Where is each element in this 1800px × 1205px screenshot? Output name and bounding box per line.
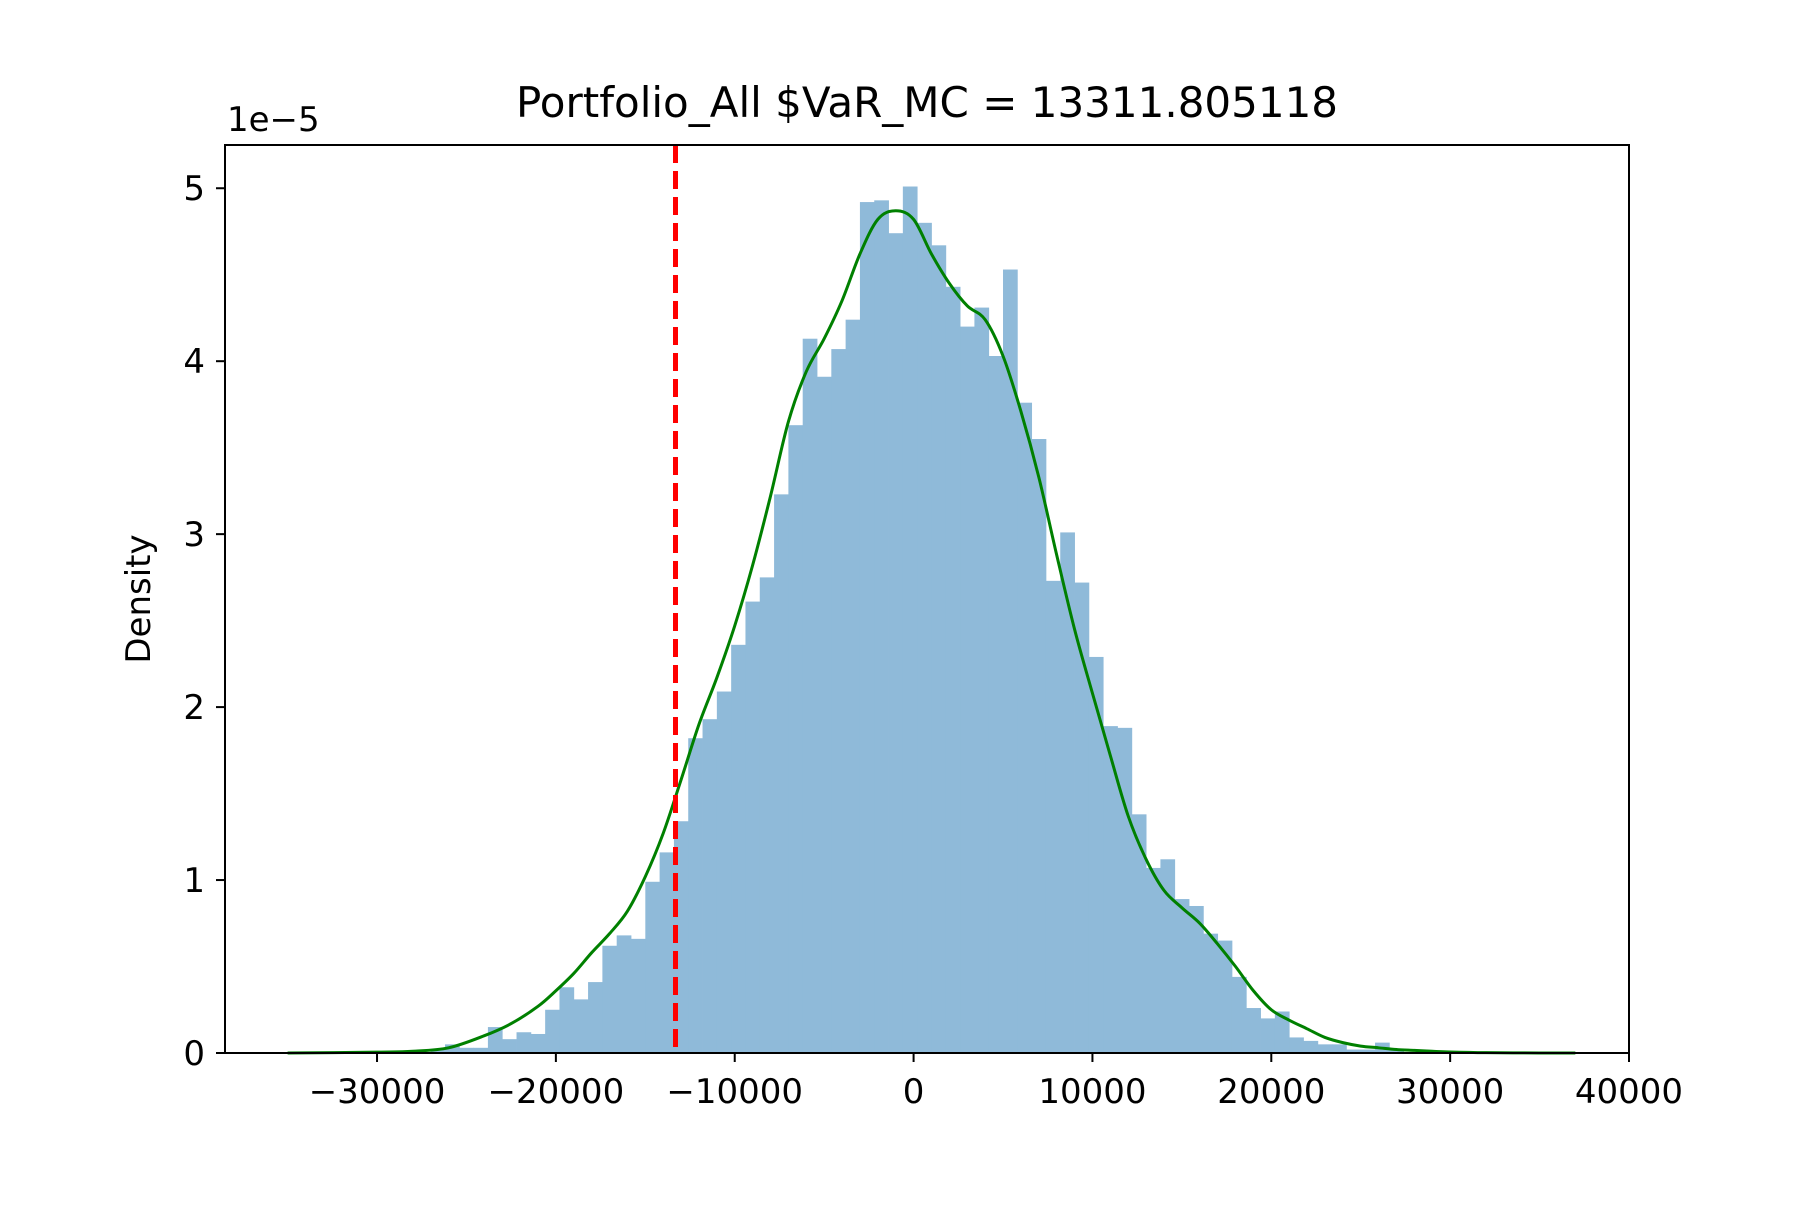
histogram-bar bbox=[859, 202, 875, 1053]
histogram-bar bbox=[945, 286, 961, 1053]
histogram-bar bbox=[545, 1009, 560, 1053]
x-tick-label: 30000 bbox=[1396, 1072, 1504, 1112]
histogram-bar bbox=[1260, 1018, 1276, 1053]
x-tick-label: 20000 bbox=[1217, 1072, 1325, 1112]
histogram-bar bbox=[645, 881, 661, 1053]
histogram-bar bbox=[631, 938, 646, 1053]
histogram-bar bbox=[1045, 580, 1061, 1053]
histogram-bar bbox=[1017, 402, 1033, 1053]
y-tick-label: 4 bbox=[183, 342, 205, 382]
histogram-bar bbox=[1117, 727, 1133, 1053]
histogram-bar bbox=[802, 338, 818, 1054]
histogram-bar bbox=[659, 852, 675, 1053]
histogram-bar bbox=[1060, 532, 1075, 1053]
histogram-bar bbox=[1031, 439, 1047, 1053]
histogram-bar bbox=[1174, 899, 1190, 1053]
histogram-bar bbox=[616, 935, 632, 1053]
y-axis-ticks: 0 1 2 3 4 5 bbox=[183, 169, 225, 1074]
histogram-bar bbox=[588, 982, 603, 1053]
histogram-bar bbox=[1231, 976, 1247, 1053]
histogram-bar bbox=[516, 1032, 532, 1053]
histogram-bar bbox=[931, 245, 947, 1053]
histogram-bars bbox=[287, 186, 1576, 1054]
y-axis-label: Density bbox=[119, 534, 159, 663]
kde-curve bbox=[287, 209, 1576, 1055]
histogram-bar bbox=[1203, 933, 1219, 1053]
histogram-bar bbox=[788, 425, 804, 1053]
histogram-bar bbox=[902, 186, 918, 1053]
histogram-bar bbox=[817, 376, 832, 1053]
y-axis-offset-label: 1e−5 bbox=[227, 100, 320, 140]
x-tick-label: −10000 bbox=[666, 1072, 803, 1112]
y-tick-label: 1 bbox=[183, 861, 205, 901]
histogram-bar bbox=[1131, 814, 1147, 1053]
axes-frame bbox=[224, 144, 1630, 1054]
histogram-bar bbox=[731, 644, 746, 1053]
histogram-bar bbox=[559, 987, 575, 1053]
x-tick-label: 10000 bbox=[1038, 1072, 1146, 1112]
histogram-bar bbox=[473, 1047, 489, 1053]
kde-curve-layer bbox=[287, 209, 1576, 1055]
x-axis-ticks: −30000 −20000 −10000 0 10000 20000 30000 40000 bbox=[309, 1053, 1683, 1112]
histogram-bar bbox=[602, 945, 618, 1053]
histogram-bar bbox=[1103, 726, 1118, 1053]
histogram-bar bbox=[1074, 582, 1090, 1053]
histogram-bar bbox=[1289, 1037, 1304, 1053]
histogram-bar bbox=[1317, 1044, 1333, 1053]
histogram-bar bbox=[888, 233, 904, 1053]
histogram-bar bbox=[530, 1033, 546, 1053]
histogram-bar bbox=[917, 222, 932, 1053]
y-tick-label: 0 bbox=[183, 1034, 205, 1074]
histogram-bar bbox=[1360, 1049, 1376, 1053]
histogram-bar bbox=[573, 999, 589, 1053]
histogram-bar bbox=[1088, 656, 1104, 1053]
y-tick-label: 2 bbox=[183, 688, 205, 728]
x-tick-label: 40000 bbox=[1575, 1072, 1683, 1112]
x-tick-label: 0 bbox=[903, 1072, 925, 1112]
histogram-bar bbox=[774, 494, 789, 1053]
histogram-bar bbox=[1217, 940, 1233, 1053]
histogram-bar bbox=[502, 1039, 517, 1053]
histogram-bar bbox=[716, 691, 732, 1053]
histogram-bar bbox=[1332, 1044, 1347, 1053]
chart-title: Portfolio_All $VaR_MC = 13311.805118 bbox=[516, 78, 1338, 127]
x-tick-label: −20000 bbox=[488, 1072, 625, 1112]
histogram-bar bbox=[1003, 269, 1018, 1053]
histogram-bar bbox=[459, 1047, 475, 1053]
x-tick-label: −30000 bbox=[309, 1072, 446, 1112]
histogram-bar bbox=[960, 326, 975, 1054]
histogram-bar bbox=[974, 307, 990, 1054]
histogram-bar bbox=[874, 200, 889, 1054]
histogram-bar bbox=[759, 577, 775, 1053]
histogram-bar bbox=[1189, 905, 1204, 1053]
histogram-bar bbox=[831, 349, 847, 1054]
histogram-bar bbox=[702, 719, 718, 1053]
histogram-bar bbox=[430, 1049, 446, 1053]
histogram-bar bbox=[988, 356, 1004, 1053]
histogram-bar bbox=[1146, 867, 1161, 1053]
histogram-bar bbox=[1246, 1008, 1261, 1053]
histogram-bar bbox=[745, 601, 761, 1053]
histogram-bar bbox=[845, 319, 861, 1053]
histogram-bar bbox=[688, 738, 703, 1053]
y-tick-label: 5 bbox=[183, 169, 205, 209]
histogram-bar bbox=[1346, 1049, 1362, 1053]
histogram-bar bbox=[1274, 1011, 1290, 1053]
histogram-bar bbox=[1160, 859, 1176, 1053]
histogram-bar bbox=[1303, 1040, 1319, 1053]
histogram-bar bbox=[444, 1044, 460, 1053]
y-tick-label: 3 bbox=[183, 515, 205, 555]
histogram-bar bbox=[1389, 1049, 1405, 1053]
